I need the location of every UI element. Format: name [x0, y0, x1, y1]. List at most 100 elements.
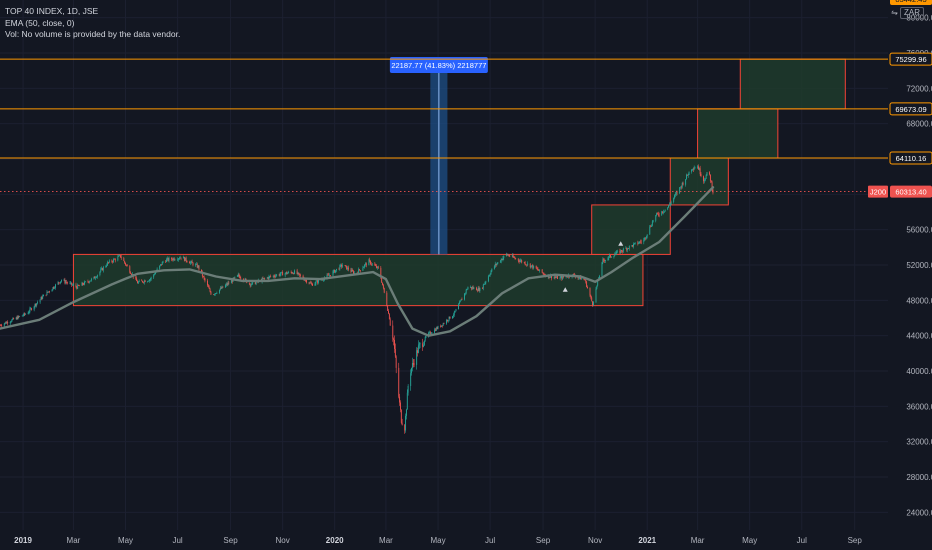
candle-body — [195, 264, 196, 266]
candle-body — [423, 340, 425, 346]
candle-body — [282, 272, 284, 276]
candle-body — [458, 302, 460, 305]
candle-body — [335, 268, 337, 271]
candle-body — [147, 281, 149, 283]
candle-body — [30, 308, 32, 309]
currency-selector[interactable]: ⇋ ZAR — [891, 7, 924, 19]
candle-body — [362, 267, 364, 271]
candle-body — [33, 306, 35, 310]
candle-body — [613, 256, 615, 258]
candle-body — [679, 187, 681, 194]
candle-body — [657, 213, 658, 214]
candle-body — [198, 265, 200, 270]
candle-body — [523, 262, 525, 263]
candle-body — [680, 186, 681, 188]
candle-body — [440, 325, 442, 327]
candle-body — [125, 264, 127, 266]
candle-body — [167, 258, 169, 261]
candle-body — [114, 259, 116, 261]
candle-body — [581, 278, 582, 280]
candle-body — [698, 168, 700, 170]
y-tick-label: 72000.00 — [906, 84, 932, 93]
candle-body — [529, 263, 531, 268]
candle-body — [28, 311, 30, 313]
candle-body — [442, 323, 444, 326]
candle-body — [201, 269, 202, 273]
candle-body — [562, 275, 564, 279]
candle-body — [693, 168, 695, 170]
candle-body — [107, 262, 109, 263]
candle-body — [84, 281, 86, 283]
candle-body — [131, 273, 132, 275]
candle-body — [646, 234, 648, 237]
candle-body — [201, 272, 203, 277]
candle-body — [82, 282, 84, 285]
legend-symbol[interactable]: TOP 40 INDEX, 1D, JSE — [5, 6, 99, 16]
candle-body — [287, 272, 289, 274]
candle-body — [195, 264, 197, 265]
candle-body — [383, 287, 385, 293]
candle-body — [118, 255, 120, 257]
candle-body — [19, 316, 21, 317]
candle-body — [400, 409, 402, 423]
candle-body — [224, 285, 226, 288]
legend-ema[interactable]: EMA (50, close, 0) — [5, 17, 75, 28]
candle-body — [520, 260, 522, 261]
candle-body — [154, 274, 155, 275]
candle-body — [643, 239, 645, 243]
candle-body — [236, 275, 238, 277]
candle-body — [413, 363, 415, 365]
candle-body — [577, 277, 579, 279]
candle-body — [335, 270, 337, 273]
candle-body — [475, 287, 477, 291]
candle-body — [293, 273, 295, 274]
candle-body — [422, 343, 424, 347]
candle-body — [213, 294, 214, 296]
candle-body — [67, 282, 68, 284]
candle-body — [687, 175, 689, 176]
x-tick-label: Mar — [379, 536, 393, 545]
candle-body — [166, 258, 168, 260]
candle-body — [358, 269, 360, 274]
candle-body — [180, 257, 182, 259]
candle-body — [686, 174, 687, 180]
candle-body — [267, 277, 269, 279]
candle-body — [219, 287, 221, 290]
y-tick-label: 44000.00 — [906, 332, 932, 341]
currency-badge[interactable]: ZAR — [900, 7, 924, 19]
candle-body — [531, 265, 533, 266]
candle-body — [237, 274, 239, 276]
candle-body — [485, 281, 487, 283]
candle-body — [238, 274, 240, 277]
candle-body — [148, 280, 150, 282]
candle-body — [374, 263, 376, 266]
candle-body — [129, 266, 131, 273]
candle-body — [640, 241, 642, 243]
x-tick-label: Jul — [172, 536, 182, 545]
candle-body — [610, 257, 612, 258]
candle-body — [401, 422, 403, 425]
candle-body — [275, 275, 277, 277]
candle-body — [291, 272, 293, 274]
candle-body — [470, 287, 471, 288]
candle-body — [519, 260, 521, 262]
candle-body — [66, 281, 68, 283]
candle-body — [429, 331, 430, 333]
candle-body — [688, 171, 690, 176]
candle-body — [400, 402, 401, 410]
candle-body — [77, 284, 79, 289]
candle-body — [375, 265, 377, 267]
candle-body — [644, 237, 646, 240]
candle-body — [46, 291, 48, 296]
candle-body — [153, 274, 155, 278]
candle-body — [210, 291, 212, 295]
candle-body — [341, 265, 343, 267]
level-label-bg — [889, 102, 932, 116]
adjust-icon[interactable]: ⇋ — [891, 8, 898, 17]
candle-body — [493, 266, 495, 269]
candle-body — [209, 288, 211, 292]
candle-body — [174, 259, 176, 261]
candle-body — [418, 343, 420, 346]
candle-body — [196, 264, 198, 268]
